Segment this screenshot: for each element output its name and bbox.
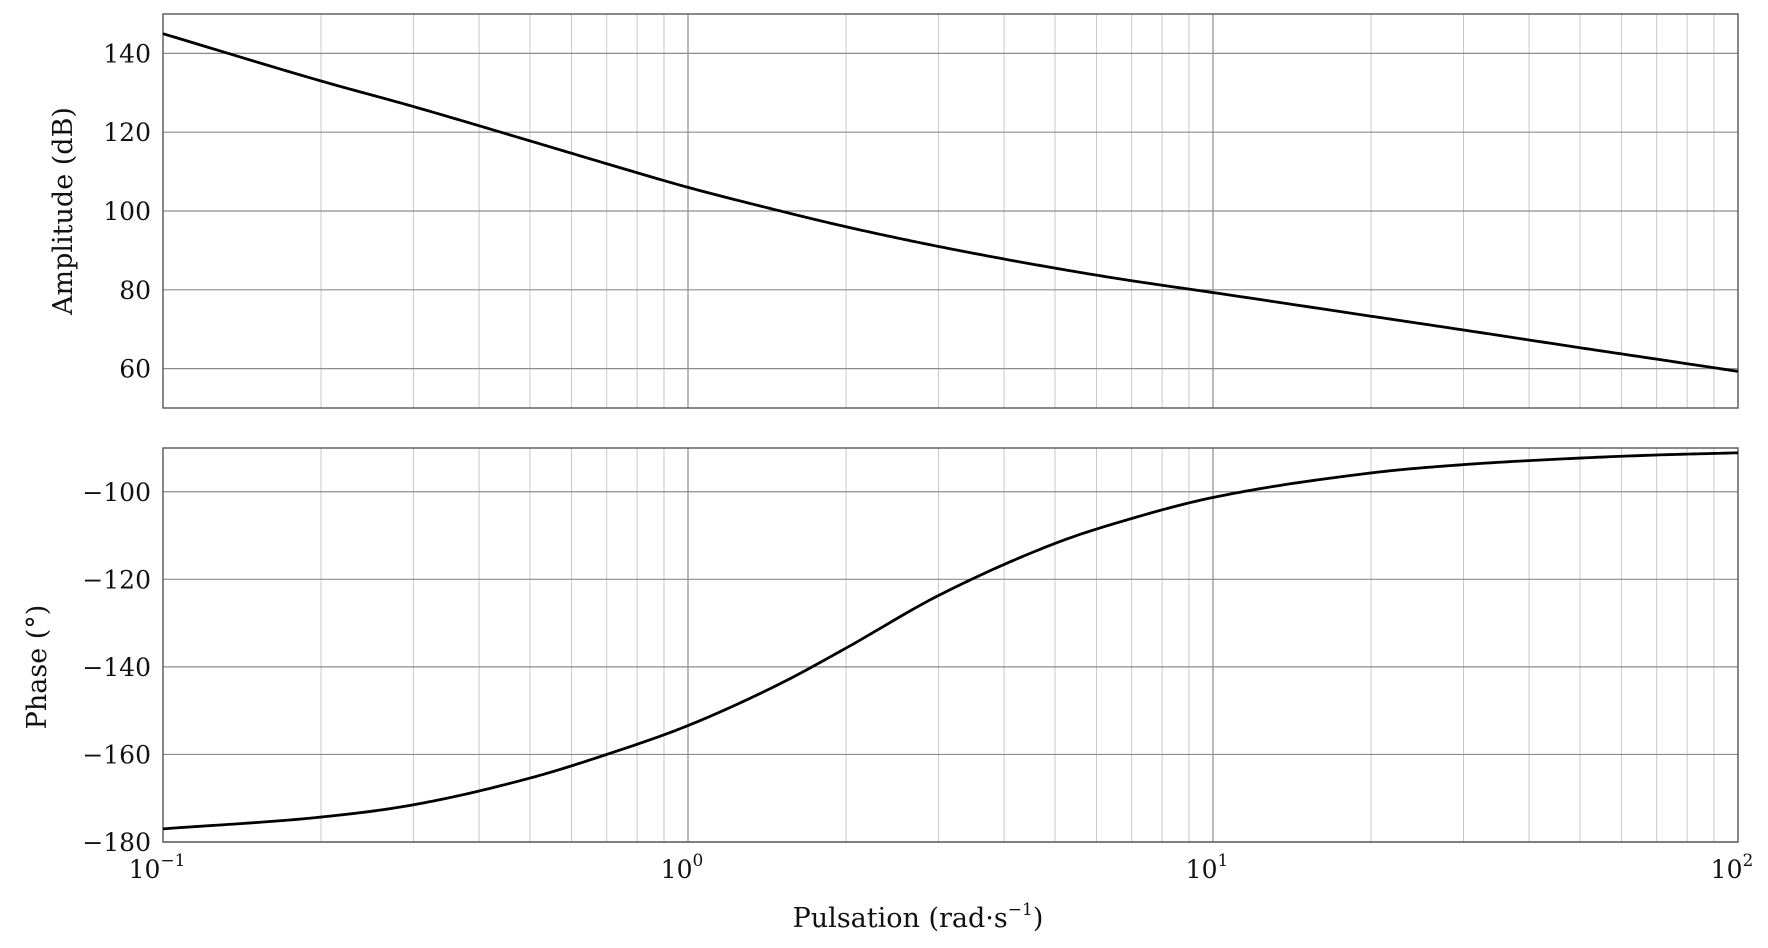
amplitude-y-tick-labels: 60 80 100 120 140 — [103, 39, 151, 383]
x-tick-exponent: 1 — [1217, 851, 1228, 871]
phase-axis-title: Phase (°) — [22, 605, 53, 730]
x-tick-base: 10 — [1711, 855, 1743, 884]
x-tick-label: 100 — [661, 851, 704, 884]
y-tick-label: −120 — [82, 565, 151, 594]
x-axis-title-main: Pulsation (rad·s — [793, 903, 1008, 934]
x-tick-exponent: −1 — [160, 851, 185, 871]
x-tick-base: 10 — [1186, 855, 1218, 884]
amplitude-grid — [163, 14, 1738, 408]
y-tick-label: 120 — [103, 118, 151, 147]
phase-plot: −180−160−140−120−100 Phase (°) 10−1 100 10… — [22, 447, 1754, 934]
x-tick-label: 102 — [1711, 851, 1754, 884]
x-axis-title-tail: ) — [1033, 903, 1044, 934]
amplitude-plot: 60 80 100 120 140 Amplitude (dB) — [48, 13, 1739, 409]
phase-curve — [162, 451, 1739, 831]
amplitude-curve — [162, 32, 1739, 373]
phase-grid — [163, 448, 1738, 843]
amplitude-plot-frame — [162, 13, 1739, 409]
x-tick-exponent: 0 — [692, 851, 703, 871]
x-tick-label: 10−1 — [129, 851, 186, 884]
y-tick-label: −140 — [82, 653, 151, 682]
x-tick-base: 10 — [661, 855, 693, 884]
y-tick-label: 60 — [119, 355, 151, 384]
y-tick-label: −100 — [82, 478, 151, 507]
x-tick-base: 10 — [129, 855, 161, 884]
x-tick-labels: 10−1 100 101 102 — [129, 851, 1754, 884]
y-tick-label: 100 — [103, 197, 151, 226]
y-tick-label: −160 — [82, 740, 151, 769]
phase-y-tick-labels: −180 −160 −140 −120 −100 — [82, 478, 151, 857]
amplitude-axis-title: Amplitude (dB) — [48, 107, 79, 316]
x-tick-label: 101 — [1186, 851, 1229, 884]
phase-plot-frame — [162, 447, 1739, 843]
y-tick-label: 140 — [103, 39, 151, 68]
x-axis-title: Pulsation (rad·s−1) — [793, 900, 1044, 934]
x-axis-title-exponent: −1 — [1008, 900, 1033, 920]
x-tick-exponent: 2 — [1742, 851, 1753, 871]
y-tick-label: 80 — [119, 276, 151, 305]
y-tick-label: −180 — [82, 828, 151, 857]
